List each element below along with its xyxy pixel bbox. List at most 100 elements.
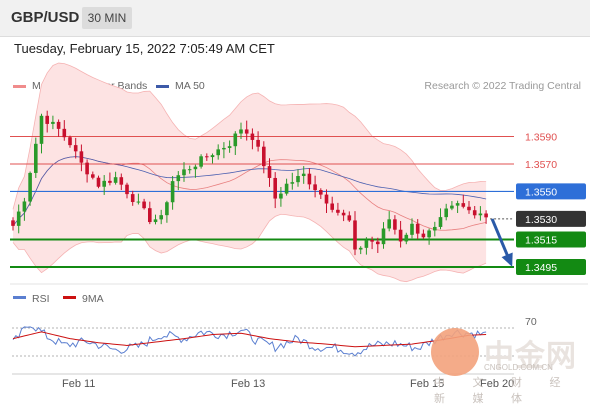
watermark-site: CNGOLD.COM.CN — [484, 363, 553, 372]
candle-body — [262, 146, 266, 167]
price-tag-1.3550 — [516, 183, 586, 200]
candle-body — [56, 121, 61, 129]
candle-body — [28, 172, 32, 202]
candle-body — [51, 121, 55, 124]
candle-body — [319, 190, 323, 195]
candle-body — [227, 146, 232, 148]
candle-body — [415, 223, 420, 234]
chart-datetime: Tuesday, February 15, 2022 7:05:49 AM CE… — [14, 41, 275, 56]
x-tick-feb20: Feb 20 — [480, 378, 514, 390]
candle-body — [450, 205, 454, 209]
price-label-1.3530: 1.3530 — [525, 214, 557, 226]
candle-body — [347, 215, 352, 221]
candle-body — [136, 201, 141, 203]
ma50-swatch — [156, 84, 169, 88]
candle-body — [364, 240, 369, 248]
research-credit: Research © 2022 Trading Central — [424, 80, 581, 92]
candle-body — [353, 220, 357, 250]
rsi-line — [12, 326, 487, 357]
price-label-1.3590: 1.3590 — [525, 131, 557, 143]
candle-body — [467, 206, 471, 211]
watermark-tagline: 中 文 财 经 新 媒 体 — [434, 376, 573, 405]
candle-body — [341, 212, 346, 216]
candle-body — [85, 162, 89, 175]
candle-body — [113, 177, 118, 183]
bollinger-upper-line — [12, 62, 487, 210]
candle-body — [478, 213, 483, 216]
candle-body — [68, 137, 72, 146]
candle-body — [153, 219, 158, 223]
x-tick-feb13: Feb 13 — [231, 378, 265, 390]
candle-body — [91, 174, 95, 178]
ma9-legend-label: 9MA — [82, 293, 104, 305]
candle-body — [130, 194, 135, 203]
candle-body — [313, 184, 317, 191]
candle-body — [119, 177, 124, 185]
candle-body — [455, 203, 460, 206]
candle-body — [381, 228, 386, 245]
ma20-swatch — [13, 84, 26, 88]
candle-body — [472, 210, 477, 216]
bollinger-lower-line — [12, 213, 487, 283]
candle-body — [427, 230, 431, 238]
candle-body — [210, 155, 215, 158]
candle-body — [39, 115, 44, 144]
candle-body — [433, 226, 437, 231]
ma9-legend-swatch — [63, 296, 76, 299]
candle-body — [45, 115, 49, 124]
candle-body — [284, 183, 289, 194]
candle-body — [125, 184, 129, 195]
candle-body — [222, 147, 226, 150]
symbol-label: GBP/USD — [11, 9, 80, 26]
x-tick-feb11: Feb 11 — [62, 378, 95, 390]
price-label-1.3570: 1.3570 — [525, 159, 557, 171]
candle-body — [438, 217, 443, 227]
candle-body — [11, 220, 15, 226]
candle-body — [165, 202, 169, 216]
price-panel: 1.3590 1.3570 1.3550 1.3530 1.3515 1.3495 — [10, 62, 586, 283]
timeframe-button[interactable]: 30 MIN — [82, 7, 132, 29]
candle-body — [421, 233, 426, 238]
rsi-legend-swatch — [13, 296, 26, 299]
candle-body — [256, 139, 260, 147]
watermark-brand: 中金网 — [484, 339, 577, 374]
candle-body — [239, 129, 243, 134]
header-bar: GBP/USD 30 MIN — [0, 0, 590, 37]
candle-body — [324, 194, 329, 204]
candle-body — [244, 129, 249, 134]
candle-body — [301, 173, 306, 177]
forecast-arrow-head — [501, 252, 513, 267]
candle-body — [484, 213, 488, 218]
candle-body — [267, 166, 272, 178]
candle-body — [393, 219, 397, 230]
candle-body — [142, 201, 146, 209]
candle-body — [159, 215, 163, 220]
rsi-legend-label: RSI — [32, 293, 50, 305]
candle-body — [444, 208, 448, 218]
candle-body — [296, 176, 300, 183]
candle-body — [187, 169, 192, 171]
price-tag-1.3530 — [516, 210, 586, 227]
bollinger-band-fill — [13, 63, 487, 282]
candle-body — [387, 219, 391, 229]
candle-body — [108, 180, 112, 183]
candle-body — [176, 175, 181, 182]
price-label-1.3515: 1.3515 — [525, 235, 557, 247]
candle-body — [398, 229, 403, 242]
x-axis: Feb 11 Feb 13 Feb 15 Feb 20 — [62, 378, 514, 390]
candle-body — [73, 145, 78, 152]
rsi-panel: 70 RSI 9MA — [12, 293, 537, 375]
candle-body — [461, 203, 466, 207]
candle-body — [376, 241, 380, 245]
candle-body — [273, 177, 277, 199]
candle-body — [404, 234, 409, 242]
candle-body — [62, 128, 67, 138]
candle-body — [22, 201, 27, 212]
candle-body — [233, 133, 238, 147]
x-tick-feb15: Feb 15 — [410, 378, 444, 390]
rsi-ma9-line — [12, 331, 487, 348]
candle-body — [102, 180, 106, 187]
candle-body — [148, 208, 152, 223]
candle-body — [96, 177, 101, 187]
